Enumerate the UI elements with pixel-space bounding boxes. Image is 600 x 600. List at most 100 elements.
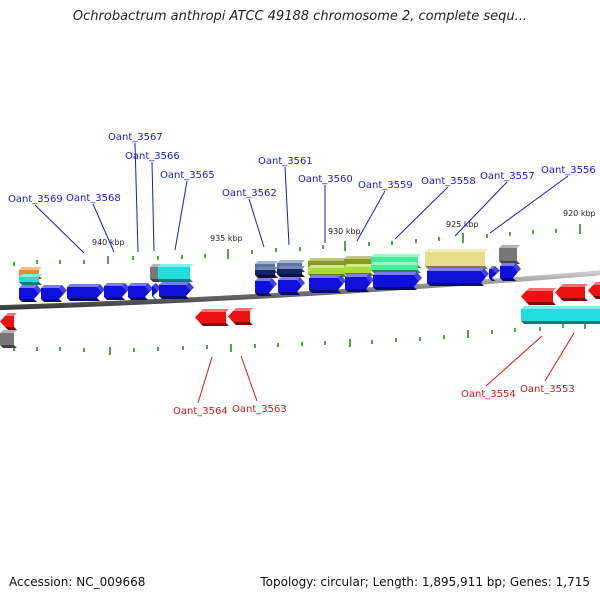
scale-tick-outer	[509, 232, 511, 236]
gene-label-oant-3566[interactable]: Oant_3566	[125, 151, 180, 162]
reverse-gene-arrow	[521, 288, 556, 305]
label-leader-line	[34, 204, 85, 254]
scale-tick-outer	[275, 248, 277, 252]
label-leader-line	[356, 190, 386, 242]
scale-tick-outer	[107, 256, 109, 264]
gene-label-oant-3556[interactable]: Oant_3556	[541, 165, 596, 176]
protein-domain-block	[499, 245, 520, 264]
protein-domain-block	[158, 264, 193, 282]
label-leader-line	[151, 161, 155, 252]
gene-labels: Oant_3569 Oant_3568 Oant_3567 Oant_3566 Oant…	[8, 132, 596, 417]
scale-tick-inner	[109, 347, 111, 355]
scale-tick-outer	[59, 260, 61, 264]
forward-gene-arrow	[159, 282, 194, 299]
scale-tick-inner	[301, 342, 303, 346]
scale-tick-inner	[349, 339, 351, 347]
label-leader-line	[134, 142, 139, 253]
forward-gene-arrow	[128, 283, 153, 300]
gene-label-oant-3565[interactable]: Oant_3565	[160, 170, 215, 181]
protein-domain-block	[150, 264, 161, 282]
scale-tick-inner	[230, 344, 232, 352]
reverse-gene-arrow	[195, 309, 229, 326]
forward-gene-arrow	[41, 285, 67, 302]
gene-label-oant-3558[interactable]: Oant_3558	[421, 176, 476, 187]
forward-gene-arrow	[19, 285, 42, 302]
label-leader-line	[394, 186, 449, 240]
scale-tick-label: 930 kbp	[328, 227, 361, 236]
protein-domain-block	[277, 266, 305, 277]
accession-text: Accession: NC_009668	[9, 575, 146, 589]
scale-tick-outer	[299, 247, 301, 251]
gene-label-oant-3553[interactable]: Oant_3553	[520, 384, 575, 395]
scale-tick-outer	[36, 260, 38, 264]
gene-label-oant-3559[interactable]: Oant_3559	[358, 180, 413, 191]
scale-tick-inner	[467, 330, 469, 338]
scale-tick-outer	[438, 237, 440, 241]
scale-tick-inner	[206, 345, 208, 349]
forward-gene-arrow	[309, 275, 346, 293]
forward-gene-arrow	[104, 283, 130, 300]
label-leader-line	[454, 181, 508, 237]
scale-tick-outer	[251, 250, 253, 254]
scale-tick-outer	[83, 260, 85, 264]
label-leader-line	[248, 198, 265, 248]
scale-tick-outer	[462, 233, 464, 243]
label-leaders	[34, 142, 575, 404]
scale-tick-outer	[555, 229, 557, 233]
label-leader-line	[544, 332, 575, 382]
forward-gene-arrow	[373, 272, 422, 290]
backbone-track	[0, 270, 600, 311]
forward-gene-arrow	[427, 268, 489, 286]
scale-tick-inner	[491, 330, 493, 334]
scale-tick-outer	[415, 239, 417, 243]
scale-tick-inner	[133, 348, 135, 352]
chromosome-backbone	[0, 270, 600, 311]
label-leader-line	[489, 175, 569, 234]
gene-label-oant-3569[interactable]: Oant_3569	[8, 194, 63, 205]
protein-domain-block	[425, 249, 488, 269]
gene-label-oant-3562[interactable]: Oant_3562	[222, 188, 277, 199]
gene-label-oant-3564[interactable]: Oant_3564	[173, 406, 228, 417]
scale-tick-inner	[443, 335, 445, 339]
scale-tick-label: 935 kbp	[210, 234, 243, 243]
scale-tick-outer	[132, 256, 134, 260]
scale-tick-inner	[514, 328, 516, 332]
scale-tick-inner	[13, 347, 15, 351]
scale-tick-inner	[324, 341, 326, 345]
label-leader-line	[174, 180, 188, 251]
protein-domain-block	[19, 274, 42, 285]
scale-tick-inner	[371, 340, 373, 344]
protein-domain-block	[521, 306, 600, 324]
gene-label-oant-3563[interactable]: Oant_3563	[232, 404, 287, 415]
gene-label-oant-3557[interactable]: Oant_3557	[480, 171, 535, 182]
gene-label-oant-3560[interactable]: Oant_3560	[298, 174, 353, 185]
forward-gene-arrow	[278, 277, 305, 295]
label-leader-line	[485, 335, 543, 387]
forward-gene-arrow	[500, 263, 521, 281]
gene-label-oant-3561[interactable]: Oant_3561	[258, 156, 313, 167]
scale-tick-inner	[562, 324, 564, 328]
protein-domain-block	[371, 262, 421, 273]
reverse-gene-arrow	[555, 284, 588, 301]
scale-tick-inner	[59, 347, 61, 351]
map-title: Ochrobactrum anthropi ATCC 49188 chromos…	[72, 9, 528, 24]
gene-label-oant-3554[interactable]: Oant_3554	[461, 389, 516, 400]
reverse-gene-arrow	[228, 308, 253, 325]
scale-tick-outer	[204, 254, 206, 258]
gene-label-oant-3567[interactable]: Oant_3567	[108, 132, 163, 143]
scale-tick-outer	[486, 234, 488, 238]
scale-tick-inner	[584, 321, 586, 329]
protein-domain-block	[0, 330, 17, 348]
scale-tick-outer	[532, 230, 534, 234]
reverse-gene-arrow	[0, 313, 17, 330]
forward-gene-arrow	[489, 266, 500, 281]
scale-tick-inner	[182, 346, 184, 350]
scale-tick-outer	[181, 255, 183, 259]
protein-domain-block	[255, 267, 278, 278]
gene-label-oant-3568[interactable]: Oant_3568	[66, 193, 121, 204]
scale-tick-inner	[83, 348, 85, 352]
reverse-gene-arrow	[588, 282, 600, 299]
scale-tick-outer	[322, 245, 324, 249]
